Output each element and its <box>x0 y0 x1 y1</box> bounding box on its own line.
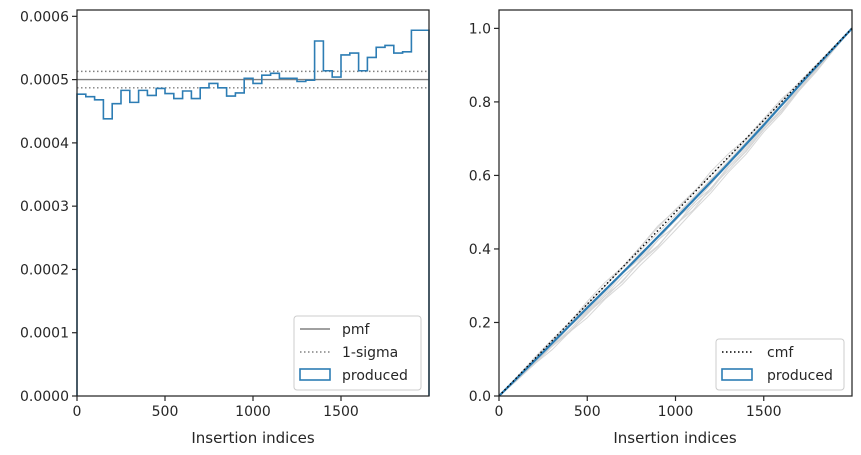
cmf-y-tick-label: 0.2 <box>469 315 491 331</box>
cmf-plot-area <box>498 27 853 397</box>
cmf-legend: cmf produced <box>715 338 845 391</box>
pmf-y-tick-label: 0.0006 <box>20 9 69 25</box>
pmf-legend-box <box>293 315 422 391</box>
background-cdf-curve <box>498 28 853 397</box>
pmf-y-tick-label: 0.0001 <box>20 326 69 342</box>
pmf-x-ticks: 0 500 1000 1500 <box>73 396 359 420</box>
cmf-x-ticks: 0 500 1000 1500 <box>495 396 782 420</box>
cmf-y-tick-label: 0.0 <box>469 389 491 405</box>
pmf-legend-pmf-label: pmf <box>342 322 371 338</box>
pmf-x-tick-label: 0 <box>73 404 82 420</box>
cmf-y-ticks: 0.0 0.2 0.4 0.6 0.8 1.0 <box>469 21 499 405</box>
cmf-legend-produced-label: produced <box>767 368 833 384</box>
cmf-panel: 0 500 1000 1500 0.0 0.2 0.4 0.6 0.8 1.0 Insertio… <box>469 9 853 447</box>
cmf-reference-line <box>498 27 853 397</box>
cmf-x-tick-label: 500 <box>574 404 601 420</box>
pmf-legend: pmf 1-sigma produced <box>293 315 422 391</box>
cmf-legend-produced-swatch <box>721 368 753 381</box>
cmf-x-axis-label: Insertion indices <box>613 429 736 447</box>
cmf-y-tick-label: 0.8 <box>469 95 491 111</box>
background-cdf-curve <box>498 28 853 397</box>
cmf-x-tick-label: 1500 <box>746 404 782 420</box>
pmf-x-tick-label: 1500 <box>323 404 359 420</box>
pmf-y-tick-label: 0.0003 <box>20 199 69 215</box>
pmf-legend-produced-swatch <box>299 368 331 381</box>
cmf-y-tick-label: 1.0 <box>469 21 491 37</box>
pmf-y-tick-label: 0.0004 <box>20 136 69 152</box>
pmf-legend-produced-label: produced <box>342 368 408 384</box>
pmf-histogram-panel: 0 500 1000 1500 0.00000.00010.00020.00030.0… <box>20 9 430 447</box>
produced-cdf-line <box>498 27 853 397</box>
pmf-legend-sigma-label: 1-sigma <box>342 345 398 361</box>
pmf-x-tick-label: 1000 <box>235 404 271 420</box>
pmf-y-tick-label: 0.0002 <box>20 262 69 278</box>
pmf-x-tick-label: 500 <box>152 404 179 420</box>
cmf-x-tick-label: 0 <box>495 404 504 420</box>
background-cdf-curve <box>498 28 853 397</box>
pmf-y-tick-label: 0.0000 <box>20 389 69 405</box>
pmf-x-axis-label: Insertion indices <box>191 429 314 447</box>
cmf-y-tick-label: 0.4 <box>469 242 491 258</box>
pmf-y-tick-label: 0.0005 <box>20 73 69 89</box>
cmf-y-tick-label: 0.6 <box>469 168 491 184</box>
cmf-legend-cmf-label: cmf <box>767 345 794 361</box>
pmf-y-ticks: 0.0000 0.0001 0.0002 0.0003 0.0004 0.0005 0.00… <box>20 9 77 405</box>
background-cdf-curve <box>498 28 853 397</box>
cmf-x-tick-label: 1000 <box>658 404 694 420</box>
pmf-plot-area <box>76 29 430 396</box>
produced-histogram-step <box>76 29 430 396</box>
cmf-legend-box <box>715 338 845 391</box>
